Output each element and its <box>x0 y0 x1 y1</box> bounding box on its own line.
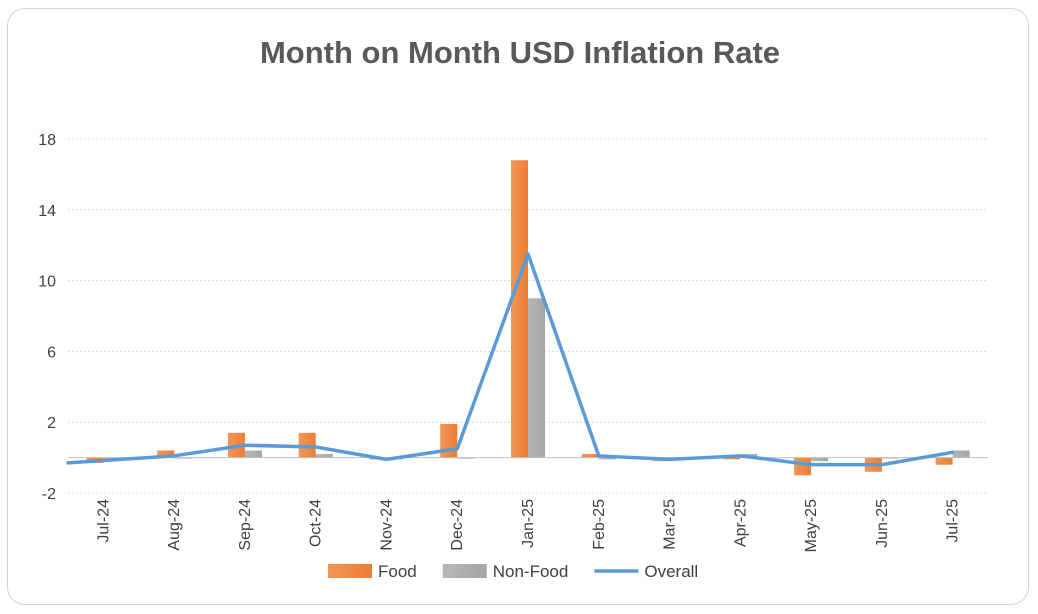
chart-svg: Month on Month USD Inflation Rate -2 2 6 10… <box>38 35 988 581</box>
x-tick-label: Oct-24 <box>308 499 325 547</box>
bar-food <box>935 457 953 465</box>
legend-label: Non-Food <box>493 562 569 581</box>
y-tick-label: 2 <box>47 415 56 432</box>
bar-layer <box>86 160 970 476</box>
legend-label: Overall <box>644 562 698 581</box>
y-tick-label: -2 <box>42 486 56 503</box>
y-tick-labels: -2 2 6 10 14 18 <box>38 132 56 503</box>
x-tick-label: Jul-25 <box>945 499 962 543</box>
bar-non-food <box>315 454 333 458</box>
bar-food <box>511 160 528 458</box>
line-overall <box>66 252 955 467</box>
x-tick-label: Sep-24 <box>237 499 254 551</box>
x-tick-label: Jan-25 <box>520 499 537 548</box>
y-tick-label: 10 <box>38 274 56 291</box>
bar-food <box>157 450 175 458</box>
x-tick-label: Apr-25 <box>732 499 749 547</box>
bar-food <box>581 454 599 458</box>
chart-frame: Month on Month USD Inflation Rate -2 2 6 10… <box>7 8 1029 605</box>
x-tick-label: Aug-24 <box>166 499 183 551</box>
y-tick-label: 18 <box>38 132 56 149</box>
line-layer <box>66 252 955 467</box>
legend-swatch-non-food <box>442 564 487 578</box>
chart-title: Month on Month USD Inflation Rate <box>260 35 780 70</box>
y-tick-label: 6 <box>47 344 56 361</box>
bar-non-food <box>811 457 829 462</box>
legend-swatch-food <box>328 564 372 578</box>
bar-non-food <box>244 450 262 458</box>
x-tick-label: Feb-25 <box>591 499 608 550</box>
legend: Food Non-Food Overall <box>328 562 698 581</box>
bar-food <box>794 457 812 476</box>
x-tick-label: Nov-24 <box>378 499 395 551</box>
legend-label: Food <box>378 562 417 581</box>
bar-non-food <box>952 450 970 458</box>
bar-food <box>723 457 741 460</box>
x-tick-labels: Jul-24 Aug-24 Sep-24 Oct-24 Nov-24 Dec-24 Jan-… <box>95 499 961 552</box>
y-tick-label: 14 <box>38 203 56 220</box>
x-tick-label: Jul-24 <box>95 499 112 543</box>
x-tick-label: Dec-24 <box>449 499 466 551</box>
bar-non-food <box>598 457 616 460</box>
x-tick-label: Jun-25 <box>874 499 891 548</box>
bar-non-food <box>528 298 545 458</box>
x-tick-label: May-25 <box>803 499 820 552</box>
x-tick-label: Mar-25 <box>662 499 679 550</box>
